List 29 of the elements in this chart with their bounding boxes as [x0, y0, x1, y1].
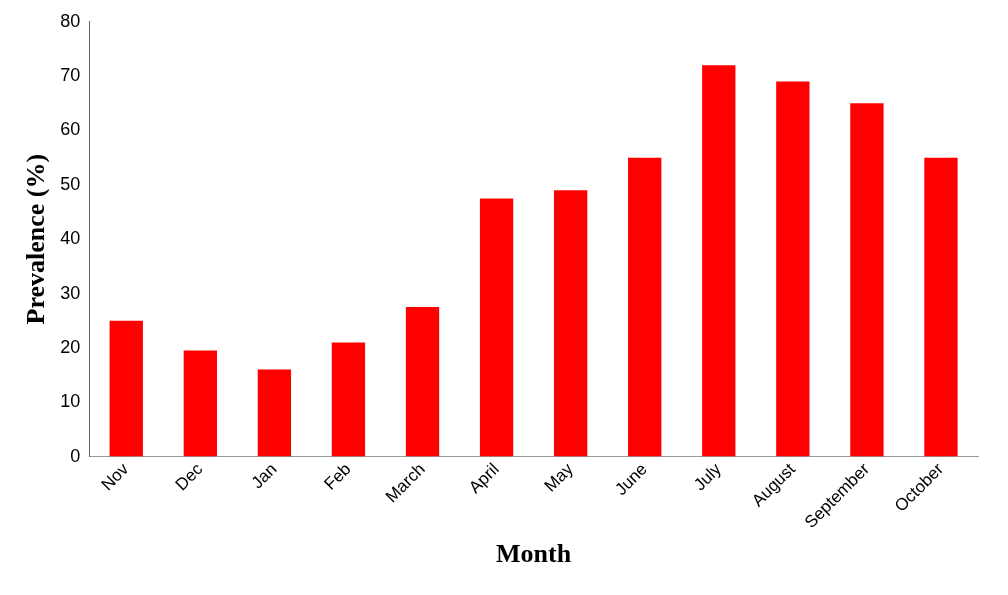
x-tick-label: May [540, 459, 578, 496]
y-tick-label: 40 [60, 228, 81, 249]
y-tick-label: 70 [60, 65, 81, 86]
bar [183, 350, 217, 457]
x-tick-label: Feb [320, 459, 355, 494]
bar [702, 65, 736, 457]
bar [776, 81, 810, 457]
bar [553, 190, 588, 457]
bar [109, 320, 143, 457]
y-tick-label: 20 [60, 336, 81, 357]
y-tick-label: 0 [70, 445, 81, 466]
bar [479, 198, 514, 457]
bar [405, 307, 440, 457]
bar [628, 157, 662, 457]
y-tick-label: 30 [60, 282, 81, 303]
x-axis-title: Month [496, 539, 572, 569]
y-tick-label: 60 [60, 119, 81, 140]
y-tick-label: 50 [60, 173, 81, 194]
x-tick-label: Nov [97, 459, 133, 495]
y-tick-label: 80 [60, 10, 81, 31]
y-axis-title: Prevalence (%) [21, 153, 51, 325]
bar [331, 342, 366, 457]
bar [924, 157, 958, 457]
x-tick-label: Dec [171, 459, 207, 495]
bar [257, 369, 292, 457]
bar [850, 103, 884, 457]
x-tick-label: Jan [247, 459, 281, 493]
x-tick-label: July [690, 459, 726, 495]
y-tick-label: 10 [60, 391, 81, 412]
